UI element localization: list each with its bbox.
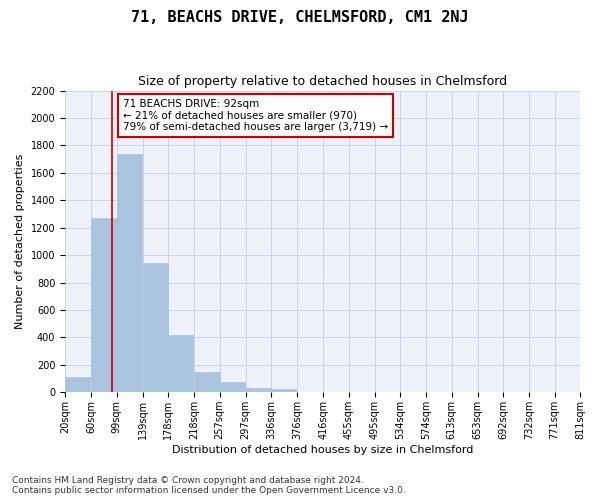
Bar — [245, 388, 271, 392]
Bar — [220, 382, 245, 392]
Text: Contains HM Land Registry data © Crown copyright and database right 2024.
Contai: Contains HM Land Registry data © Crown c… — [12, 476, 406, 495]
Bar — [143, 264, 168, 392]
Bar — [91, 218, 116, 392]
Text: 71, BEACHS DRIVE, CHELMSFORD, CM1 2NJ: 71, BEACHS DRIVE, CHELMSFORD, CM1 2NJ — [131, 10, 469, 25]
Bar — [65, 377, 91, 392]
Text: 71 BEACHS DRIVE: 92sqm
← 21% of detached houses are smaller (970)
79% of semi-de: 71 BEACHS DRIVE: 92sqm ← 21% of detached… — [123, 99, 388, 132]
Bar — [168, 336, 193, 392]
Bar — [116, 154, 142, 392]
X-axis label: Distribution of detached houses by size in Chelmsford: Distribution of detached houses by size … — [172, 445, 473, 455]
Y-axis label: Number of detached properties: Number of detached properties — [15, 154, 25, 329]
Bar — [271, 389, 296, 392]
Title: Size of property relative to detached houses in Chelmsford: Size of property relative to detached ho… — [138, 75, 507, 88]
Bar — [194, 372, 220, 392]
